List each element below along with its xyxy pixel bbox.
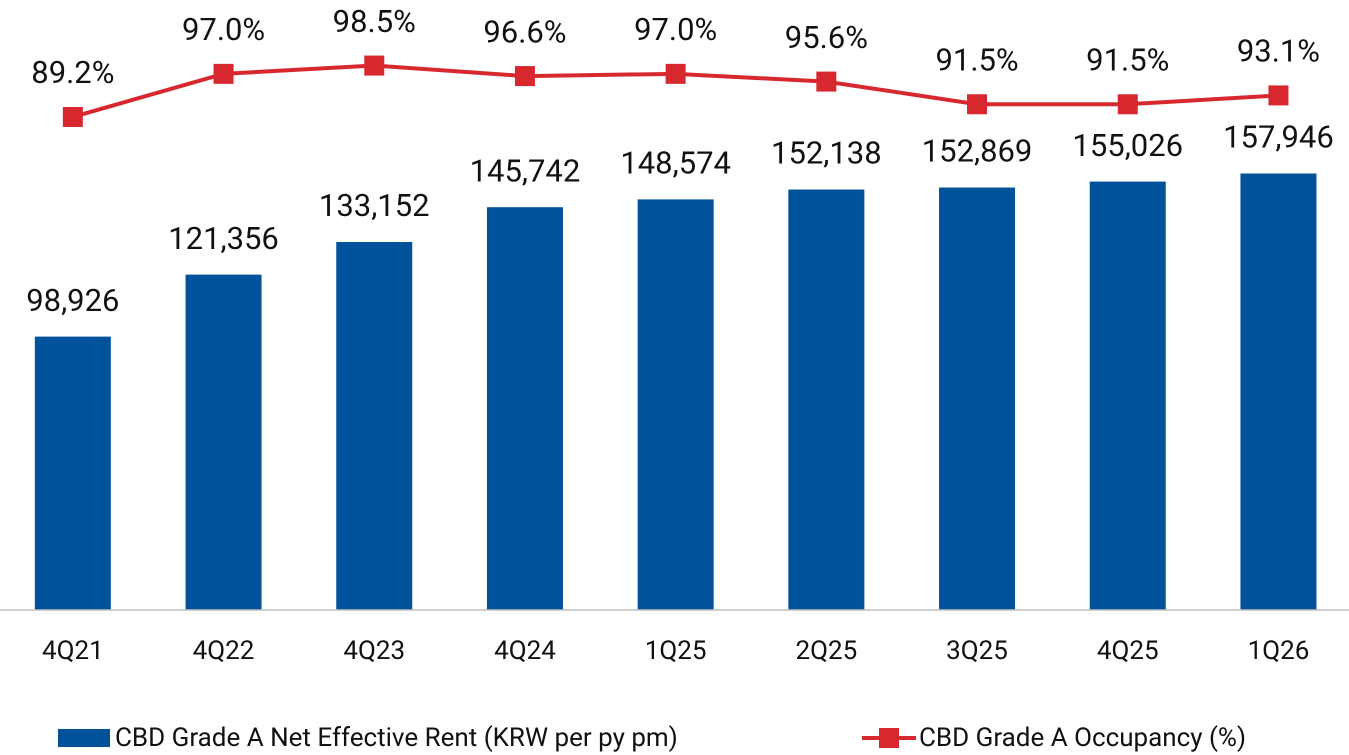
- line-marker: [665, 63, 686, 84]
- bar: [34, 336, 111, 610]
- line-value-label: 96.6%: [483, 13, 566, 50]
- line-marker: [816, 71, 837, 92]
- x-tick-label: 4Q24: [494, 636, 556, 666]
- bar-value-label: 98,926: [26, 282, 119, 319]
- bar: [185, 274, 262, 610]
- x-tick-label: 3Q25: [946, 636, 1008, 666]
- x-tick-label: 4Q23: [343, 636, 405, 666]
- bar: [788, 189, 865, 610]
- line-marker: [62, 106, 83, 127]
- line-marker: [514, 66, 535, 87]
- line-value-label: 97.0%: [634, 11, 717, 48]
- bar: [1089, 181, 1166, 610]
- bar-value-label: 152,138: [771, 135, 882, 172]
- legend-swatch: [58, 729, 110, 747]
- bar-value-label: 148,574: [620, 145, 731, 182]
- line-marker: [364, 55, 385, 76]
- line-value-label: 91.5%: [1086, 41, 1169, 78]
- x-tick-label: 4Q21: [42, 636, 104, 666]
- bar-value-label: 157,946: [1223, 119, 1334, 156]
- line-marker: [1117, 94, 1138, 115]
- bar-value-label: 133,152: [319, 187, 430, 224]
- legend-label: CBD Grade A Net Effective Rent (KRW per …: [115, 723, 678, 753]
- line-marker: [1268, 85, 1289, 106]
- line-value-label: 98.5%: [333, 3, 416, 40]
- bar-value-label: 121,356: [168, 220, 279, 257]
- bar-value-label: 155,026: [1072, 127, 1183, 164]
- bar-value-label: 152,869: [922, 133, 1033, 170]
- line-value-label: 95.6%: [785, 19, 868, 56]
- line-value-label: 93.1%: [1237, 33, 1320, 70]
- line-marker: [213, 63, 234, 84]
- bar-value-label: 145,742: [470, 152, 581, 189]
- line-marker: [967, 94, 988, 115]
- line-value-label: 91.5%: [935, 41, 1018, 78]
- bar: [1240, 173, 1317, 610]
- bar: [637, 199, 714, 610]
- bar: [336, 242, 413, 610]
- x-tick-label: 1Q25: [645, 636, 707, 666]
- legend-label: CBD Grade A Occupancy (%): [919, 723, 1246, 753]
- x-tick-label: 4Q22: [193, 636, 255, 666]
- x-tick-label: 2Q25: [795, 636, 857, 666]
- line-value-label: 97.0%: [182, 11, 265, 48]
- legend-swatch-marker: [879, 728, 899, 748]
- bar: [486, 207, 563, 610]
- line-value-label: 89.2%: [31, 54, 114, 91]
- bar: [939, 187, 1016, 610]
- x-tick-label: 4Q25: [1097, 636, 1159, 666]
- x-tick-label: 1Q26: [1248, 636, 1310, 666]
